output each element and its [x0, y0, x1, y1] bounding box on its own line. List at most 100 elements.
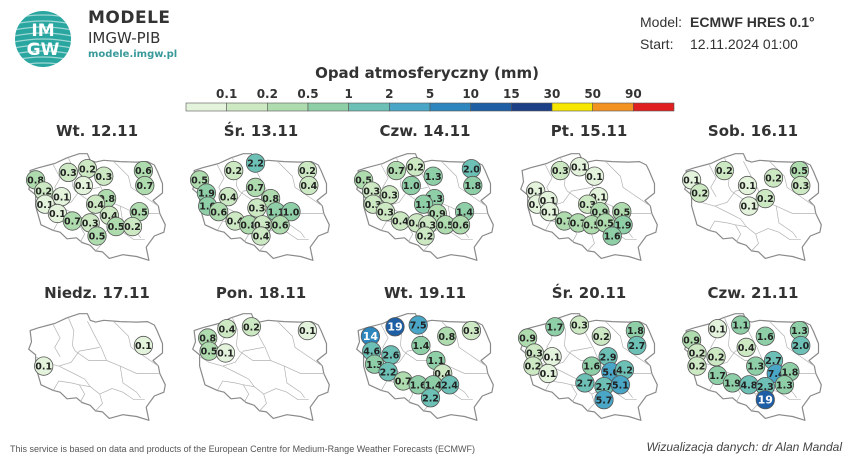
brand-subtitle: IMGW-PIB: [88, 29, 161, 47]
precip-value: 1.1: [415, 200, 432, 211]
province-border: [605, 320, 651, 367]
precip-value: 0.5: [89, 232, 106, 243]
precip-value: 0.5: [437, 220, 454, 231]
precip-value: 1.4: [456, 207, 473, 218]
precip-marker: 0.2: [714, 161, 734, 181]
precip-value: 0.4: [738, 343, 755, 354]
poland-precip-map: 19 7.5 0.3 14 0.8 1.4 4.6 2.61.3 1.1 2.2 0.4 0.71.6…: [356, 313, 494, 421]
precip-value: 0.1: [529, 200, 546, 211]
precip-value: 0.7: [395, 377, 412, 388]
precip-value: 0.1: [739, 181, 756, 192]
precip-value: 5.1: [612, 380, 629, 391]
precip-value: 0.2: [593, 332, 610, 343]
precip-marker: 0.2: [405, 157, 426, 177]
province-border: [79, 384, 103, 412]
precip-value: 1.3: [747, 362, 764, 373]
day-title: Czw. 14.11: [379, 122, 471, 140]
brand-url-link[interactable]: modele.imgw.pl: [88, 49, 178, 60]
precip-marker: 2.7: [627, 335, 647, 356]
precip-value: 0.6: [135, 166, 152, 177]
precip-colorbar: 0.1 0.2 0.5 1 2 5 10 15 30 50 90: [185, 87, 675, 112]
precip-marker: 2.7: [575, 373, 595, 393]
precip-marker: 0.6: [270, 215, 290, 235]
precip-value: 0.8: [240, 220, 257, 231]
precip-marker: 2.4: [440, 375, 460, 395]
precip-value: 19: [758, 393, 773, 406]
province-border: [263, 228, 309, 241]
precip-marker: 0.3: [569, 315, 590, 335]
province-border: [216, 380, 250, 402]
precip-marker: 0.4: [218, 187, 238, 207]
precip-value: 0.5: [131, 207, 148, 218]
precip-marker: 0.3: [94, 166, 114, 186]
svg-text:IM: IM: [31, 21, 54, 41]
poland-precip-map: 0.1 1.11.30.9 1.62.00.40.2 0.2 2.70.2 1.31.7 7…: [682, 313, 822, 421]
colorbar-tick-label: 5: [426, 87, 434, 101]
day-title: Wt. 12.11: [55, 122, 139, 140]
colorbar-tick-label: 2: [385, 87, 393, 101]
precip-marker: 0.3: [58, 162, 78, 183]
precip-value: 0.1: [586, 172, 603, 183]
precip-value: 0.3: [82, 219, 99, 230]
precip-value: 0.5: [583, 220, 600, 231]
precip-marker: 0.1: [707, 319, 728, 339]
province-border: [87, 321, 107, 361]
poland-precip-map: 2.20.2 0.20.50.40.71.9 0.4 0.81.0 0.30.6 1.11…: [190, 153, 330, 261]
precip-value: 14: [363, 330, 379, 343]
precip-marker: 0.3: [247, 198, 267, 218]
precip-value: 0.4: [300, 181, 317, 192]
precip-value: 0.9: [591, 207, 608, 218]
precip-marker: 1.0: [401, 175, 421, 196]
precip-value: 1.7: [546, 322, 563, 333]
precip-value: 0.3: [571, 321, 588, 332]
precip-value: 0.7: [136, 181, 153, 192]
precip-value: 0.8: [262, 194, 279, 205]
province-border: [52, 380, 86, 402]
precip-value: 5.0: [602, 367, 619, 378]
colorbar-tick-label: 1: [344, 87, 352, 101]
colorbar-segment: [267, 102, 309, 112]
precip-value: 0.3: [363, 187, 380, 198]
day-title: Wt. 19.11: [383, 284, 467, 302]
province-border: [605, 160, 651, 207]
precip-value: 0.6: [452, 220, 469, 231]
precip-marker: 0.7: [386, 161, 406, 181]
precip-value: 0.2: [525, 362, 542, 373]
precip-value: 0.3: [381, 191, 398, 202]
day-title: Niedz. 17.11: [44, 284, 150, 302]
precip-value: 0.6: [210, 207, 227, 218]
province-border: [58, 365, 91, 387]
precip-value: 0.4: [227, 217, 244, 228]
start-value: 12.11.2024 01:00: [690, 36, 798, 52]
province-border: [67, 317, 76, 352]
precip-value: 0.2: [408, 219, 425, 230]
colorbar-tick-label: 0.5: [297, 87, 318, 101]
province-border: [708, 164, 717, 197]
precip-value: 0.7: [247, 183, 264, 194]
province-border: [113, 320, 159, 367]
precip-marker: 0.3: [791, 175, 811, 196]
province-border: [723, 317, 732, 352]
precip-value: 0.3: [526, 349, 543, 360]
precip-marker: 2.2: [245, 153, 266, 173]
precip-value: 0.8: [98, 194, 115, 205]
precip-value: 0.1: [709, 324, 726, 335]
province-border: [99, 388, 145, 401]
precip-marker: 7.5: [408, 315, 428, 335]
ecmwf-credit: This service is based on data and produc…: [10, 444, 476, 454]
colorbar-tick-label: 50: [584, 87, 601, 101]
poland-precip-map: 0.3 0.10.10.10.10.1 0.10.30.1 0.9 0.50.70.70…: [520, 153, 658, 261]
precip-value: 1.4: [425, 380, 442, 391]
precip-value: 2.7: [576, 379, 593, 390]
precip-value: 1.1: [427, 356, 444, 367]
precip-marker: 0.5: [87, 226, 107, 246]
precip-value: 0.2: [243, 322, 260, 333]
precip-marker: 0.7: [62, 211, 83, 231]
precip-value: 0.1: [541, 207, 558, 218]
precip-value: 0.9: [683, 336, 700, 347]
precip-value: 1.3: [425, 172, 442, 183]
precip-value: 0.5: [791, 166, 808, 177]
precip-marker: 0.5: [435, 215, 456, 235]
model-info: Model: ECMWF HRES 0.1°: [640, 14, 815, 30]
precip-value: 0.5: [355, 176, 372, 187]
